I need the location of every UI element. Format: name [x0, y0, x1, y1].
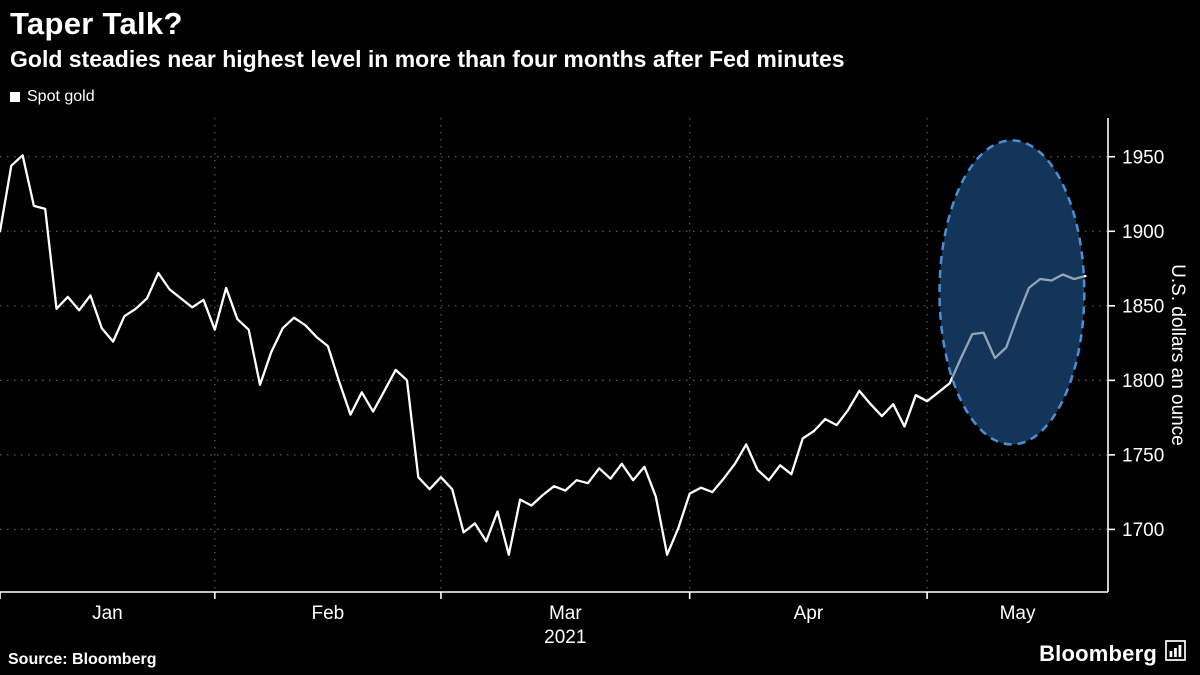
svg-text:1850: 1850 [1122, 296, 1164, 317]
svg-text:1950: 1950 [1122, 147, 1164, 168]
svg-text:1800: 1800 [1122, 371, 1164, 392]
bloomberg-brand: Bloomberg [1039, 640, 1186, 667]
svg-text:1900: 1900 [1122, 222, 1164, 243]
svg-text:Apr: Apr [794, 603, 824, 624]
bloomberg-wordmark: Bloomberg [1039, 640, 1157, 666]
page-subtitle: Gold steadies near highest level in more… [10, 46, 845, 72]
bloomberg-terminal-icon [1165, 640, 1186, 667]
svg-text:Mar: Mar [549, 603, 582, 624]
source-credit: Source: Bloomberg [8, 651, 157, 668]
svg-text:Feb: Feb [312, 603, 345, 624]
legend-marker-icon [10, 92, 20, 102]
svg-text:2021: 2021 [544, 627, 586, 648]
legend-label: Spot gold [27, 88, 95, 105]
svg-text:May: May [1000, 603, 1036, 624]
chart-header: Taper Talk? Gold steadies near highest l… [10, 0, 845, 106]
svg-text:Jan: Jan [92, 603, 123, 624]
legend: Spot gold [10, 88, 845, 106]
svg-text:1700: 1700 [1122, 520, 1164, 541]
page-title: Taper Talk? [10, 6, 183, 41]
svg-text:U.S. dollars an ounce: U.S. dollars an ounce [1167, 264, 1188, 446]
svg-text:1750: 1750 [1122, 445, 1164, 466]
